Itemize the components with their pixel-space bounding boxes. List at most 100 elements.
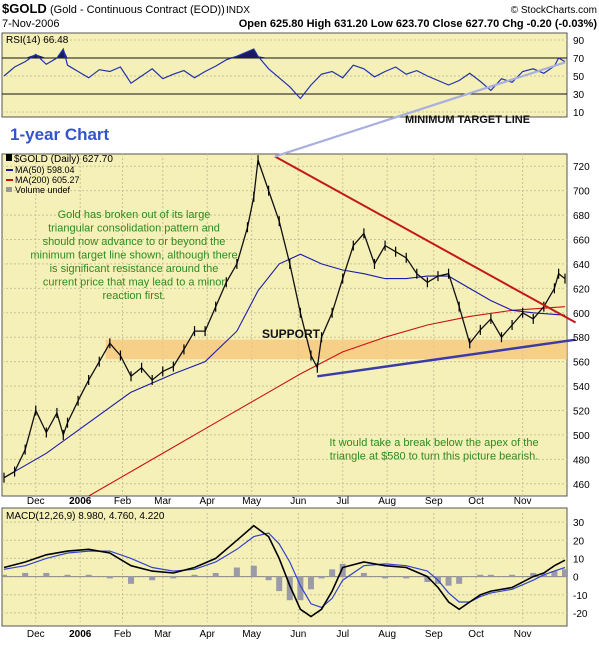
price-x-tick-label: Aug <box>378 496 396 507</box>
macd-x-tick-label: Jul <box>336 629 349 640</box>
support-band <box>105 339 567 360</box>
macd-histogram-bar <box>170 576 177 579</box>
exchange: INDX <box>226 5 250 16</box>
macd-x-tick-label: Mar <box>154 629 172 640</box>
symbol: $GOLD <box>2 1 47 16</box>
macd-histogram-bar <box>329 569 336 577</box>
annotation-line: triangle at $580 to turn this picture be… <box>330 451 539 463</box>
legend-price-swatch <box>6 154 12 161</box>
macd-x-tick-label: Oct <box>468 629 484 640</box>
macd-histogram-bar <box>403 576 410 579</box>
annotation-line: It would take a break below the apex of … <box>329 437 538 449</box>
macd-histogram-bar <box>487 574 494 577</box>
rsi-label: RSI(14) 66.48 <box>6 35 69 46</box>
annotation-breakout: Gold has broken out of its large triangul… <box>30 209 237 302</box>
price-y-tick-label: 600 <box>573 309 590 320</box>
macd-histogram-bar <box>149 576 156 581</box>
annotation-line: should now advance to or beyond the <box>43 236 226 248</box>
resistance-trendline <box>274 155 577 324</box>
legend: $GOLD (Daily) 627.70 MA(50) 598.04 MA(20… <box>6 154 113 195</box>
macd-histogram-bar <box>456 576 463 584</box>
macd-histogram-bar <box>276 576 283 592</box>
ma200-line <box>88 306 566 497</box>
legend-ma50: MA(50) 598.04 <box>15 165 75 175</box>
macd-histogram-bar <box>1 574 7 577</box>
macd-histogram-bar <box>297 576 304 601</box>
macd-histogram-bar <box>128 576 135 584</box>
macd-histogram-bar <box>562 569 568 577</box>
macd-histogram-bar <box>477 574 484 577</box>
macd-y-tick-label: -10 <box>573 591 588 602</box>
macd-histogram-bar <box>382 576 389 579</box>
macd-histogram-bar <box>360 572 367 577</box>
axis-labels: 90 70 50 30 10 720 700 680 660 640 620 600 580 560 540… <box>27 36 590 640</box>
macd-x-tick-label: Dec <box>27 629 45 640</box>
chart-date: 7-Nov-2006 <box>2 18 59 30</box>
macd-histogram-bar <box>445 576 452 586</box>
rsi-y-tick-label: 30 <box>573 90 585 101</box>
macd-histogram-bar <box>212 572 219 577</box>
support-band-layer <box>105 339 567 360</box>
price-x-tick-label: Sep <box>425 496 443 507</box>
macd-histogram-bar <box>509 574 516 577</box>
watermark: © StockCharts.com <box>511 5 597 16</box>
price-line <box>3 159 566 479</box>
macd-histogram-bar <box>22 572 29 577</box>
price-panel <box>1 153 568 497</box>
price-x-tick-label: Jul <box>336 496 349 507</box>
macd-histogram-bar <box>318 576 325 579</box>
macd-x-tick-label: Feb <box>114 629 132 640</box>
macd-y-tick-label: 30 <box>573 518 585 529</box>
legend-ma200: MA(200) 605.27 <box>15 175 80 185</box>
macd-y-tick-label: 20 <box>573 536 585 547</box>
price-y-tick-label: 700 <box>573 187 590 198</box>
price-x-tick-label: Mar <box>154 496 172 507</box>
rsi-y-tick-label: 10 <box>573 108 585 119</box>
macd-x-tick-label: May <box>242 629 261 640</box>
price-x-tick-label: Dec <box>27 496 45 507</box>
macd-histogram-bar <box>191 574 198 577</box>
macd-histogram-bar <box>233 567 240 577</box>
price-x-tick-label: Nov <box>514 496 532 507</box>
macd-x-tick-label: Apr <box>199 629 215 640</box>
gridlines <box>2 39 567 622</box>
macd-signal-line <box>3 532 566 609</box>
macd-y-tick-label: -20 <box>573 609 588 620</box>
annotation-line: Gold has broken out of its large <box>58 209 211 221</box>
macd-panel <box>1 507 568 627</box>
price-y-tick-label: 460 <box>573 480 590 491</box>
macd-histogram-bar <box>43 572 50 577</box>
quote-line: Open 625.80 High 631.20 Low 623.70 Close… <box>239 18 598 30</box>
support-label: SUPPORT <box>262 327 321 341</box>
macd-histogram-bar <box>85 574 92 577</box>
annotation-line: minimum target line shown, although ther… <box>30 250 237 262</box>
price-y-tick-label: 620 <box>573 284 590 295</box>
rsi-panel <box>1 32 568 118</box>
series-layer <box>1 47 568 618</box>
price-x-tick-label: Feb <box>114 496 132 507</box>
price-y-tick-label: 580 <box>573 333 590 344</box>
macd-x-tick-label: Jun <box>290 629 306 640</box>
price-x-tick-label: 2006 <box>69 496 92 507</box>
macd-x-tick-label: Sep <box>425 629 443 640</box>
rsi-y-tick-label: 70 <box>573 54 585 65</box>
macd-x-tick-label: Aug <box>378 629 396 640</box>
price-y-tick-label: 720 <box>573 162 590 173</box>
target-trendline <box>274 61 566 158</box>
price-y-tick-label: 480 <box>573 455 590 466</box>
macd-y-tick-label: 0 <box>573 573 579 584</box>
annotation-line: reaction first. <box>103 290 166 302</box>
macd-histogram-bar <box>530 572 537 577</box>
macd-histogram-bar <box>540 574 547 577</box>
price-x-tick-label: Apr <box>199 496 215 507</box>
price-y-tick-label: 640 <box>573 260 590 271</box>
price-y-tick-label: 680 <box>573 211 590 222</box>
macd-histogram-bar <box>307 576 314 590</box>
price-y-tick-label: 540 <box>573 382 590 393</box>
trendlines-layer <box>274 61 577 378</box>
macd-x-tick-label: Nov <box>514 629 532 640</box>
instrument-name: (Gold - Continuous Contract (EOD)) <box>50 4 225 16</box>
macd-label: MACD(12,26,9) 8.980, 4.760, 4.220 <box>6 511 165 522</box>
macd-y-tick-label: 10 <box>573 554 585 565</box>
